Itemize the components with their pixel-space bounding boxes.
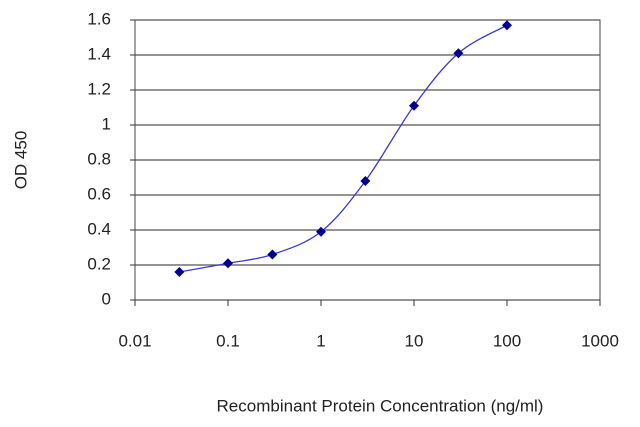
x-tick-label: 1000 xyxy=(581,331,619,350)
data-point xyxy=(360,176,371,186)
y-axis-label: OD 450 xyxy=(11,131,30,190)
y-tick-label: 1.2 xyxy=(87,79,111,98)
y-tick-label: 1.4 xyxy=(87,44,111,63)
x-tick-label: 0.1 xyxy=(216,331,240,350)
y-tick-label: 0.6 xyxy=(87,184,111,203)
y-tick-label: 0 xyxy=(102,289,111,308)
y-tick-label: 0.8 xyxy=(87,149,111,168)
x-tick-label: 0.01 xyxy=(118,331,151,350)
data-point xyxy=(502,20,512,31)
x-tick-label: 1 xyxy=(316,331,325,350)
data-point xyxy=(409,100,419,111)
data-point xyxy=(223,258,233,269)
x-tick-label: 10 xyxy=(405,331,424,350)
y-tick-label: 0.4 xyxy=(87,219,111,238)
x-axis-label: Recombinant Protein Concentration (ng/ml… xyxy=(217,396,544,415)
data-point xyxy=(174,267,185,277)
data-line xyxy=(179,24,508,273)
y-tick-label: 1 xyxy=(102,114,111,133)
data-point xyxy=(453,48,464,59)
data-point xyxy=(316,226,326,237)
y-tick-label: 0.2 xyxy=(87,254,111,273)
x-tick-label: 100 xyxy=(493,331,521,350)
y-tick-label: 1.6 xyxy=(87,9,111,28)
data-point xyxy=(267,249,278,260)
